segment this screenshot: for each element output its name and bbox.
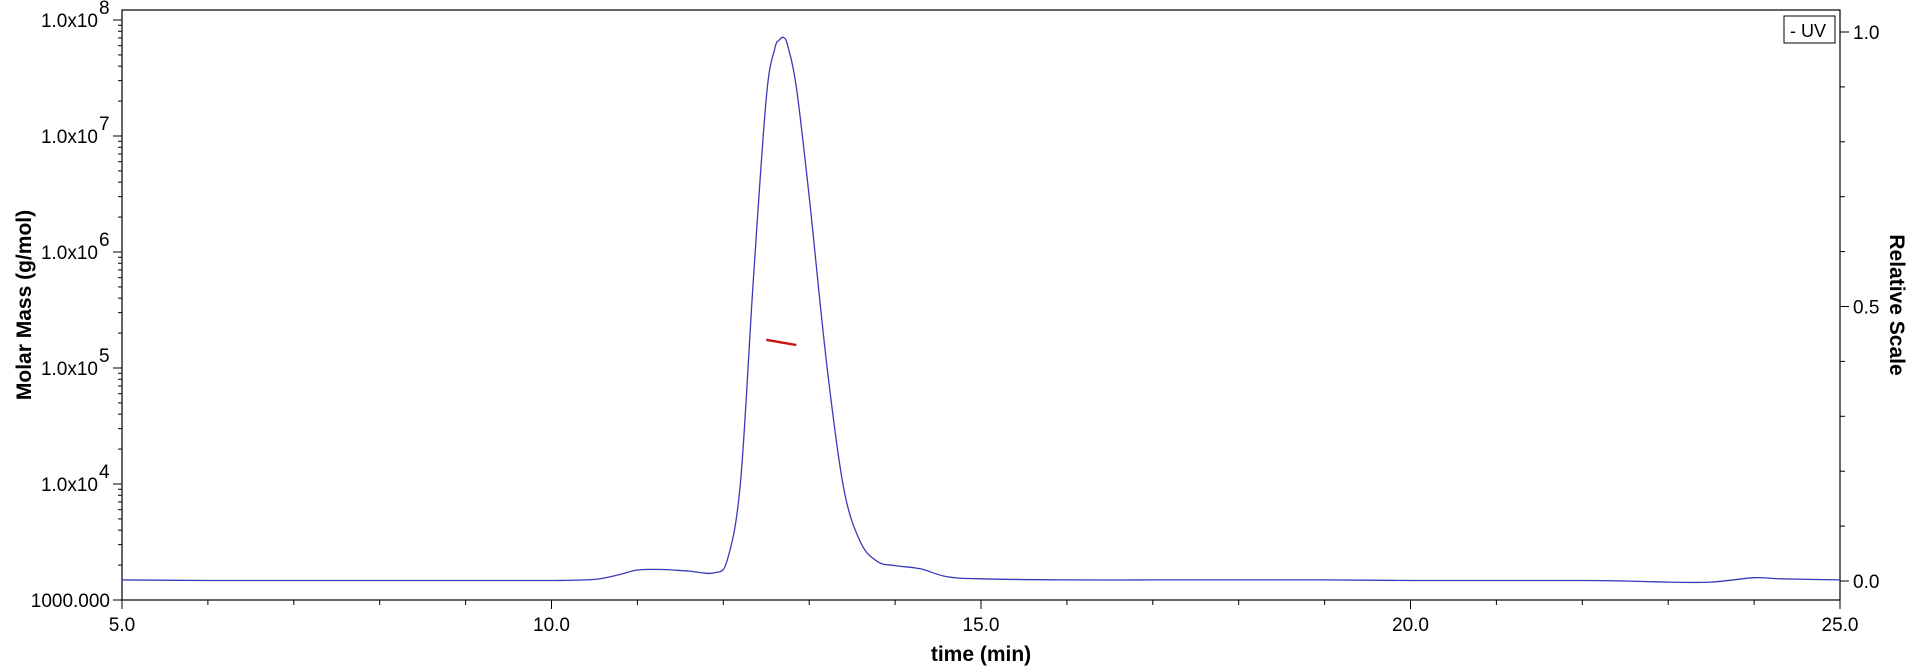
y-left-tick-label: 1.0x10 (41, 475, 98, 496)
legend-entry-uv: - UV (1790, 21, 1826, 41)
y-right-axis-title: Relative Scale (1885, 234, 1908, 375)
plot-content (121, 36, 1841, 584)
y-left-tick-exponent: 7 (99, 114, 110, 135)
x-axis-title: time (min) (931, 643, 1031, 666)
y-right-tick-label: 0.5 (1853, 298, 1879, 319)
legend: - UV (1783, 15, 1836, 44)
y-left-tick-label: 1.0x10 (41, 359, 98, 380)
y-left-tick-label: 1.0x10 (41, 243, 98, 264)
x-axis: 5.0 10.0 15.0 20.0 25.0 (109, 600, 1859, 636)
y-left-tick-exponent: 6 (99, 230, 110, 251)
y-right-tick-label: 0.0 (1853, 572, 1879, 593)
y-left-tick-exponent: 8 (99, 0, 110, 19)
y-left-axis-title: Molar Mass (g/mol) (13, 210, 36, 400)
y-left-tick-label: 1.0x10 (41, 11, 98, 32)
y-left-axis: 1000.0001.0x1041.0x1051.0x1061.0x1071.0x… (31, 0, 122, 612)
plot-area (121, 9, 1841, 601)
uv-series-line (121, 36, 1841, 584)
molar-mass-series-line (766, 338, 797, 347)
y-left-tick-label: 1.0x10 (41, 127, 98, 148)
x-tick-label: 25.0 (1822, 615, 1859, 636)
x-tick-label: 20.0 (1392, 615, 1429, 636)
y-right-tick-label: 1.0 (1853, 23, 1879, 44)
y-right-axis: 0.0 0.5 1.0 (1840, 23, 1879, 593)
x-tick-label: 15.0 (963, 615, 1000, 636)
y-left-tick-exponent: 4 (99, 462, 110, 483)
x-tick-label: 5.0 (109, 615, 135, 636)
x-tick-label: 10.0 (533, 615, 570, 636)
legend-box (1783, 15, 1836, 44)
y-left-tick-label: 1000.000 (31, 591, 110, 612)
y-left-tick-exponent: 5 (99, 346, 110, 367)
